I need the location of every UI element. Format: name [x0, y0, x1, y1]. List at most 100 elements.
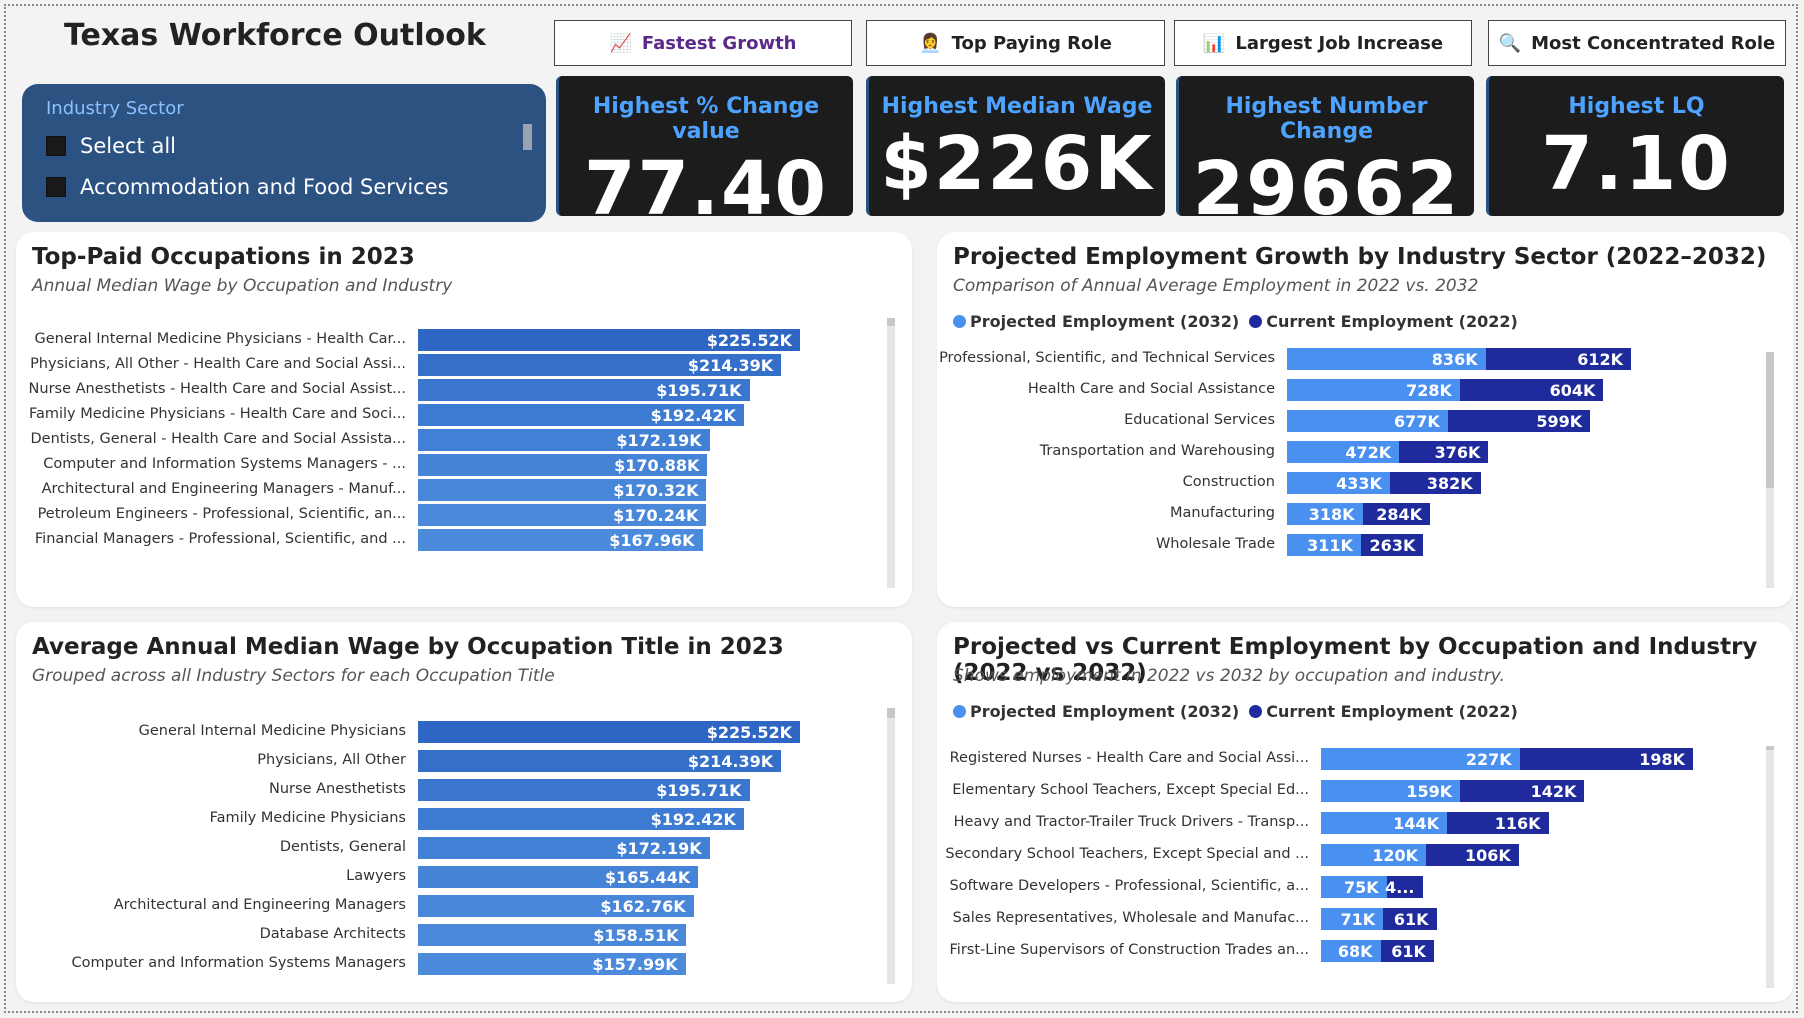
app-title: Texas Workforce Outlook	[64, 18, 486, 53]
kpi-label: Highest Number Change	[1225, 94, 1428, 144]
category-label: Construction	[1182, 474, 1275, 490]
bar-projected[interactable]: 144K	[1321, 812, 1448, 834]
bar-current[interactable]: 4...	[1385, 876, 1423, 898]
category-label: General Internal Medicine Physicians - H…	[34, 331, 407, 347]
nav-most-concentrated-role-button[interactable]: 🔍 Most Concentrated Role	[1488, 20, 1786, 66]
chart-scrollbar[interactable]	[887, 708, 895, 984]
bar-projected[interactable]: 472K	[1287, 441, 1400, 463]
bar-wage[interactable]: $162.76K	[418, 895, 694, 917]
nav-label: Largest Job Increase	[1235, 32, 1444, 54]
kpi-value: 7.10	[1541, 121, 1732, 207]
nav-top-paying-role-button[interactable]: 👩‍💼 Top Paying Role	[866, 20, 1165, 66]
person-icon: 👩‍💼	[919, 32, 942, 54]
chart-subtitle: Grouped across all Industry Sectors for …	[32, 666, 555, 686]
bar-wage[interactable]: $167.96K	[418, 529, 703, 551]
bar-current[interactable]: 612K	[1485, 348, 1631, 370]
bar-projected[interactable]: 227K	[1321, 748, 1520, 770]
bar-wage[interactable]: $225.52K	[418, 721, 800, 743]
legend-label: Current Employment (2022)	[1266, 312, 1518, 331]
bar-projected[interactable]: 120K	[1321, 844, 1427, 866]
bar-wage[interactable]: $195.71K	[418, 779, 750, 801]
bar-wage[interactable]: $170.32K	[418, 479, 707, 501]
chart-scrollbar[interactable]	[1766, 746, 1774, 988]
category-label: Architectural and Engineering Managers -…	[41, 481, 406, 497]
chart-legend: Projected Employment (2032) Current Empl…	[953, 702, 1518, 721]
legend-dot-projected	[953, 315, 966, 328]
bar-wage[interactable]: $158.51K	[418, 924, 687, 946]
category-label: Wholesale Trade	[1155, 536, 1275, 552]
category-label: Heavy and Tractor-Trailer Truck Drivers …	[953, 814, 1309, 830]
dashboard-frame	[4, 4, 1798, 1013]
bar-current[interactable]: 61K	[1383, 908, 1437, 930]
category-label: Sales Representatives, Wholesale and Man…	[952, 910, 1309, 926]
bar-projected[interactable]: 75K	[1321, 876, 1387, 898]
category-label: Elementary School Teachers, Except Speci…	[952, 782, 1309, 798]
slicer-scrollbar[interactable]	[523, 124, 532, 150]
bar-chart-icon: 📊	[1202, 32, 1226, 54]
kpi-highest-median-wage: Highest Median Wage $226K	[866, 76, 1165, 216]
bar-wage[interactable]: $170.88K	[418, 454, 708, 476]
chart-subtitle: Shows employment in 2022 vs 2032 by occu…	[953, 666, 1505, 686]
category-label: Manufacturing	[1170, 505, 1275, 521]
bar-wage[interactable]: $172.19K	[418, 429, 710, 451]
slicer-option-accommodation[interactable]: Accommodation and Food Services	[46, 166, 522, 207]
category-label: Nurse Anesthetists - Health Care and Soc…	[28, 381, 406, 397]
bar-current[interactable]: 284K	[1362, 503, 1431, 525]
category-label: Financial Managers - Professional, Scien…	[34, 531, 406, 547]
bar-projected[interactable]: 159K	[1321, 780, 1461, 802]
bar-current[interactable]: 382K	[1389, 472, 1481, 494]
bar-current[interactable]: 376K	[1399, 441, 1489, 463]
kpi-value: 77.40	[583, 146, 829, 232]
bar-projected[interactable]: 677K	[1287, 410, 1448, 432]
kpi-highest-lq: Highest LQ 7.10	[1486, 76, 1784, 216]
bar-wage[interactable]: $192.42K	[418, 808, 744, 830]
bar-wage[interactable]: $195.71K	[418, 379, 750, 401]
category-label: Secondary School Teachers, Except Specia…	[945, 846, 1309, 862]
bar-wage[interactable]: $225.52K	[418, 329, 800, 351]
bar-current[interactable]: 604K	[1459, 379, 1604, 401]
bar-current[interactable]: 263K	[1360, 534, 1424, 556]
chart-legend: Projected Employment (2032) Current Empl…	[953, 312, 1518, 331]
slicer-option-label: Accommodation and Food Services	[80, 174, 449, 199]
chart-scrollbar[interactable]	[887, 318, 895, 588]
category-label: Dentists, General - Health Care and Soci…	[30, 431, 407, 447]
bar-projected[interactable]: 71K	[1321, 908, 1384, 930]
bar-wage[interactable]: $172.19K	[418, 837, 710, 859]
category-label: Family Medicine Physicians	[209, 810, 406, 826]
bar-current[interactable]: 198K	[1519, 748, 1693, 770]
kpi-highest-number-change: Highest Number Change 29662	[1176, 76, 1474, 232]
bar-current[interactable]: 599K	[1447, 410, 1591, 432]
bar-wage[interactable]: $170.24K	[418, 504, 707, 526]
bar-projected[interactable]: 728K	[1287, 379, 1460, 401]
nav-fastest-growth-button[interactable]: 📈 Fastest Growth	[554, 20, 852, 66]
category-label: Database Architects	[259, 926, 406, 942]
checkbox-icon[interactable]	[46, 176, 66, 197]
bar-current[interactable]: 106K	[1426, 844, 1519, 866]
avg-wage-by-occupation-card: Average Annual Median Wage by Occupation…	[16, 622, 912, 1002]
chart-scrollbar[interactable]	[1766, 352, 1774, 588]
kpi-highest-pct-change: Highest % Change value 77.40	[556, 76, 853, 232]
bar-projected[interactable]: 318K	[1287, 503, 1363, 525]
bar-wage[interactable]: $214.39K	[418, 354, 782, 376]
top-paid-occupations-card: Top-Paid Occupations in 2023 Annual Medi…	[16, 232, 912, 607]
nav-largest-job-increase-button[interactable]: 📊 Largest Job Increase	[1174, 20, 1472, 66]
bar-projected[interactable]: 311K	[1287, 534, 1361, 556]
bar-current[interactable]: 116K	[1447, 812, 1549, 834]
category-label: Physicians, All Other	[257, 752, 406, 768]
kpi-value: 29662	[1192, 146, 1461, 232]
bar-projected[interactable]: 836K	[1287, 348, 1486, 370]
category-label: Nurse Anesthetists	[269, 781, 406, 797]
checkbox-icon[interactable]	[46, 135, 66, 156]
bar-current[interactable]: 142K	[1460, 780, 1585, 802]
category-label: Lawyers	[346, 868, 406, 884]
bar-projected[interactable]: 68K	[1321, 940, 1381, 962]
bar-wage[interactable]: $165.44K	[418, 866, 699, 888]
bar-wage[interactable]: $192.42K	[418, 404, 744, 426]
bar-wage[interactable]: $157.99K	[418, 953, 686, 975]
bar-current[interactable]: 61K	[1380, 940, 1434, 962]
bar-wage[interactable]: $214.39K	[418, 750, 782, 772]
legend-dot-current	[1249, 315, 1263, 328]
legend-dot-current	[1249, 705, 1263, 718]
bar-projected[interactable]: 433K	[1287, 472, 1390, 494]
slicer-option-select-all[interactable]: Select all	[46, 125, 522, 166]
